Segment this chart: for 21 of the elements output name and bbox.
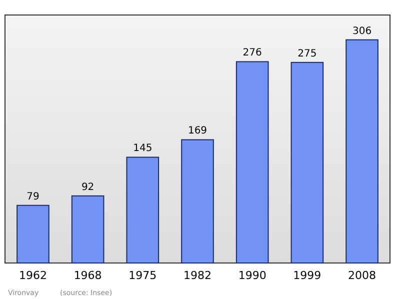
x-tick-label: 1975	[128, 269, 157, 282]
bar	[181, 139, 214, 264]
data-label: 169	[188, 126, 208, 137]
x-tick-label: 2008	[348, 269, 376, 282]
x-tick-label: 1962	[18, 269, 47, 282]
data-label: 145	[133, 143, 152, 154]
data-label: 276	[242, 48, 262, 59]
data-label: 306	[352, 26, 372, 37]
data-label: 275	[298, 48, 317, 60]
x-tick-label: 1999	[293, 269, 322, 282]
x-tick-label: 1982	[184, 269, 212, 282]
bar	[126, 156, 160, 264]
bar	[71, 195, 104, 264]
data-label: 92	[81, 182, 94, 193]
x-tick-label: 1990	[238, 269, 266, 282]
bar	[236, 61, 269, 264]
bar	[290, 62, 324, 264]
data-label: 79	[26, 191, 40, 202]
x-tick-label: 1968	[74, 269, 102, 282]
bar	[346, 39, 378, 264]
bar	[16, 204, 50, 264]
